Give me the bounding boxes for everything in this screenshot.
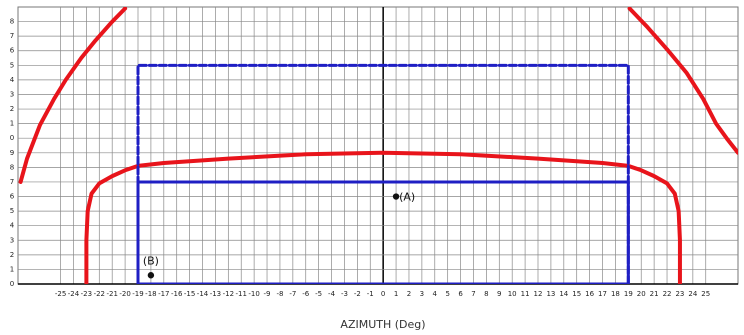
x-tick-label: 5 [445,290,449,298]
y-tick-label: 3 [10,90,14,98]
x-tick-label: 21 [650,290,659,298]
x-tick-label: -20 [119,290,130,298]
y-tick-label: 8 [10,163,14,171]
x-tick-label: 23 [675,290,684,298]
y-tick-label: 1 [10,120,14,128]
x-tick-label: -5 [315,290,322,298]
x-tick-label: 25 [701,290,710,298]
x-tick-label: -11 [236,290,247,298]
y-tick-label: 0 [10,134,14,142]
x-tick-label: -14 [197,290,209,298]
y-tick-label: 8 [10,18,14,26]
series-line [627,7,738,155]
x-tick-label: 18 [611,290,620,298]
x-tick-label: -10 [248,290,259,298]
y-tick-label: 7 [10,178,14,186]
point [147,272,155,279]
x-tick-label: -17 [158,290,169,298]
x-tick-label: 3 [420,290,424,298]
x-tick-label: 8 [484,290,488,298]
y-tick-label: 4 [10,76,15,84]
x-tick-label: 0 [381,290,385,298]
x-tick-label: 9 [497,290,501,298]
x-tick-label: 19 [624,290,633,298]
x-tick-label: 10 [508,290,517,298]
x-tick-label: -15 [184,290,195,298]
y-tick-label: 9 [10,149,14,157]
x-tick-label: -1 [367,290,374,298]
labels: -25 -24 -23 -22 -21 -20 -19 -18 -17 -16 -15 -14 -13-… [10,18,710,298]
series-line [18,7,128,184]
x-tick-label: 11 [521,290,530,298]
x-tick-label: 22 [663,290,672,298]
y-tick-label: 0 [10,280,14,288]
series-line [136,63,630,284]
x-axis-label: AZIMUTH (Deg) [340,318,425,331]
x-tick-label: -9 [264,290,271,298]
point-label: (A) [399,191,415,204]
point-label: (B) [143,254,159,267]
x-tick-label: -7 [289,290,296,298]
x-tick-label: 16 [585,290,594,298]
x-tick-label: 1 [394,290,398,298]
y-tick-label: 2 [10,251,14,259]
y-tick-label: 2 [10,105,14,113]
x-tick-label: -13 [210,290,221,298]
marks [18,7,738,284]
point [392,193,400,200]
x-tick-label: -4 [328,290,336,298]
x-tick-label: -24 [68,290,80,298]
y-tick-label: 3 [10,236,14,244]
x-tick-label: 17 [598,290,607,298]
x-tick-label: -16 [171,290,183,298]
x-tick-label: -12 [223,290,234,298]
x-tick-label: 7 [471,290,475,298]
x-tick-label: -6 [302,290,310,298]
x-tick-label: -19 [132,290,143,298]
y-tick-label: 6 [10,193,15,201]
x-tick-label: 12 [534,290,543,298]
x-tick-label: 14 [559,290,568,298]
x-tick-label: -18 [145,290,156,298]
x-tick-label: -21 [106,290,117,298]
x-tick-label: 2 [407,290,411,298]
x-tick-label: 4 [433,290,438,298]
y-tick-label: 5 [10,61,14,69]
y-tick-label: 4 [10,222,15,230]
y-tick-label: 6 [10,47,15,55]
x-tick-label: -8 [276,290,283,298]
x-tick-label: -22 [94,290,105,298]
y-tick-label: 7 [10,32,14,40]
x-tick-label: 20 [637,290,646,298]
y-tick-label: 1 [10,265,14,273]
x-tick-label: 6 [458,290,463,298]
y-tick-label: 5 [10,207,14,215]
x-tick-label: -2 [354,290,361,298]
x-tick-label: -3 [341,290,348,298]
plot-frame [17,6,739,285]
x-tick-label: 24 [688,290,697,298]
x-tick-label: 13 [546,290,555,298]
x-tick-label: -25 [55,290,66,298]
series-line [136,180,630,284]
x-tick-label: -23 [81,290,92,298]
x-tick-label: 15 [572,290,581,298]
series-line [84,150,682,284]
